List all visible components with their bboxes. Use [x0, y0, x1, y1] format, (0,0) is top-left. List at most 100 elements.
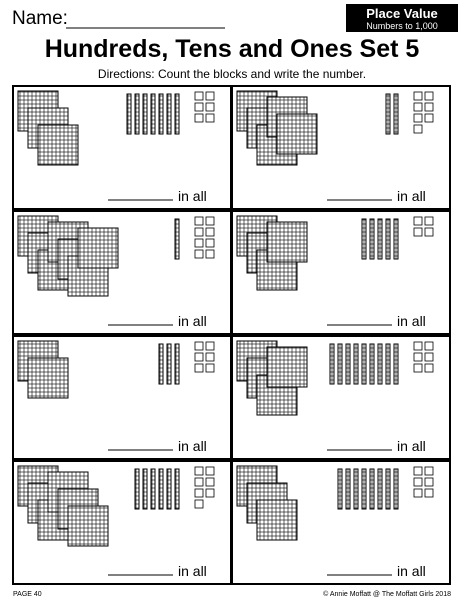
ten-rod — [134, 93, 140, 135]
one-cube — [424, 488, 434, 498]
badge — [346, 4, 458, 32]
page-number: PAGE 40 — [13, 591, 42, 598]
ten-rod — [369, 218, 375, 260]
one-cube — [424, 352, 434, 362]
one-cube — [413, 113, 423, 123]
ten-rod — [150, 93, 156, 135]
one-cube — [424, 466, 434, 476]
ten-rod — [353, 468, 359, 510]
ten-rod — [174, 468, 180, 510]
hundred-flat — [256, 499, 298, 541]
one-cube — [194, 352, 204, 362]
one-cube — [424, 477, 434, 487]
ten-rod — [166, 93, 172, 135]
one-cube — [205, 352, 215, 362]
answer-label: in all — [178, 313, 207, 329]
ten-rod — [166, 343, 172, 385]
one-cube — [413, 488, 423, 498]
ten-rod — [329, 343, 335, 385]
ten-rod — [166, 468, 172, 510]
one-cube — [205, 341, 215, 351]
one-cube — [194, 488, 204, 498]
ten-rod — [126, 93, 132, 135]
one-cube — [424, 113, 434, 123]
problem-panel — [231, 85, 451, 210]
ten-rod — [142, 468, 148, 510]
one-cube — [205, 91, 215, 101]
one-cube — [194, 363, 204, 373]
one-cube — [413, 124, 423, 134]
ten-rod — [361, 343, 367, 385]
badge-title: Place Value — [366, 6, 438, 21]
hundred-flat — [266, 346, 308, 388]
copyright: © Annie Moffatt @ The Moffatt Girls 2018 — [323, 590, 451, 598]
problem-panel — [231, 335, 451, 460]
ten-rod — [393, 93, 399, 135]
one-cube — [413, 477, 423, 487]
one-cube — [205, 113, 215, 123]
ten-rod — [150, 468, 156, 510]
one-cube — [424, 91, 434, 101]
one-cube — [194, 102, 204, 112]
ten-rod — [385, 93, 391, 135]
one-cube — [424, 227, 434, 237]
one-cube — [194, 499, 204, 509]
one-cube — [194, 249, 204, 259]
one-cube — [194, 477, 204, 487]
ten-rod — [174, 93, 180, 135]
one-cube — [424, 102, 434, 112]
one-cube — [194, 238, 204, 248]
directions: Directions: Count the blocks and write t… — [98, 67, 366, 81]
ten-rod — [369, 343, 375, 385]
ten-rod — [393, 468, 399, 510]
one-cube — [413, 102, 423, 112]
one-cube — [194, 216, 204, 226]
ten-rod — [337, 468, 343, 510]
one-cube — [424, 341, 434, 351]
one-cube — [194, 341, 204, 351]
problem-panel — [231, 460, 451, 585]
one-cube — [194, 466, 204, 476]
one-cube — [413, 341, 423, 351]
answer-label: in all — [397, 313, 426, 329]
one-cube — [205, 363, 215, 373]
answer-label: in all — [178, 188, 207, 204]
ten-rod — [393, 343, 399, 385]
ten-rod — [361, 218, 367, 260]
ten-rod — [369, 468, 375, 510]
hundred-flat — [37, 124, 79, 166]
one-cube — [424, 216, 434, 226]
one-cube — [194, 227, 204, 237]
badge-subtitle: Numbers to 1,000 — [366, 21, 438, 31]
ten-rod — [353, 343, 359, 385]
one-cube — [413, 91, 423, 101]
ten-rod — [337, 343, 343, 385]
name-label: Name: — [12, 8, 68, 29]
one-cube — [413, 227, 423, 237]
hundred-flat — [67, 505, 109, 547]
problem-panel — [231, 210, 451, 335]
answer-label: in all — [178, 563, 207, 579]
one-cube — [205, 477, 215, 487]
hundred-flat — [27, 357, 69, 399]
one-cube — [205, 238, 215, 248]
ten-rod — [158, 93, 164, 135]
one-cube — [413, 216, 423, 226]
answer-label: in all — [397, 188, 426, 204]
hundred-flat — [266, 221, 308, 263]
hundred-flat — [77, 227, 119, 269]
one-cube — [413, 466, 423, 476]
one-cube — [205, 466, 215, 476]
ten-rod — [377, 343, 383, 385]
one-cube — [205, 216, 215, 226]
answer-label: in all — [178, 438, 207, 454]
answer-label: in all — [397, 563, 426, 579]
ten-rod — [377, 468, 383, 510]
one-cube — [413, 352, 423, 362]
ten-rod — [174, 218, 180, 260]
one-cube — [424, 363, 434, 373]
ten-rod — [142, 93, 148, 135]
title: Hundreds, Tens and Ones Set 5 — [45, 35, 420, 63]
ten-rod — [345, 343, 351, 385]
